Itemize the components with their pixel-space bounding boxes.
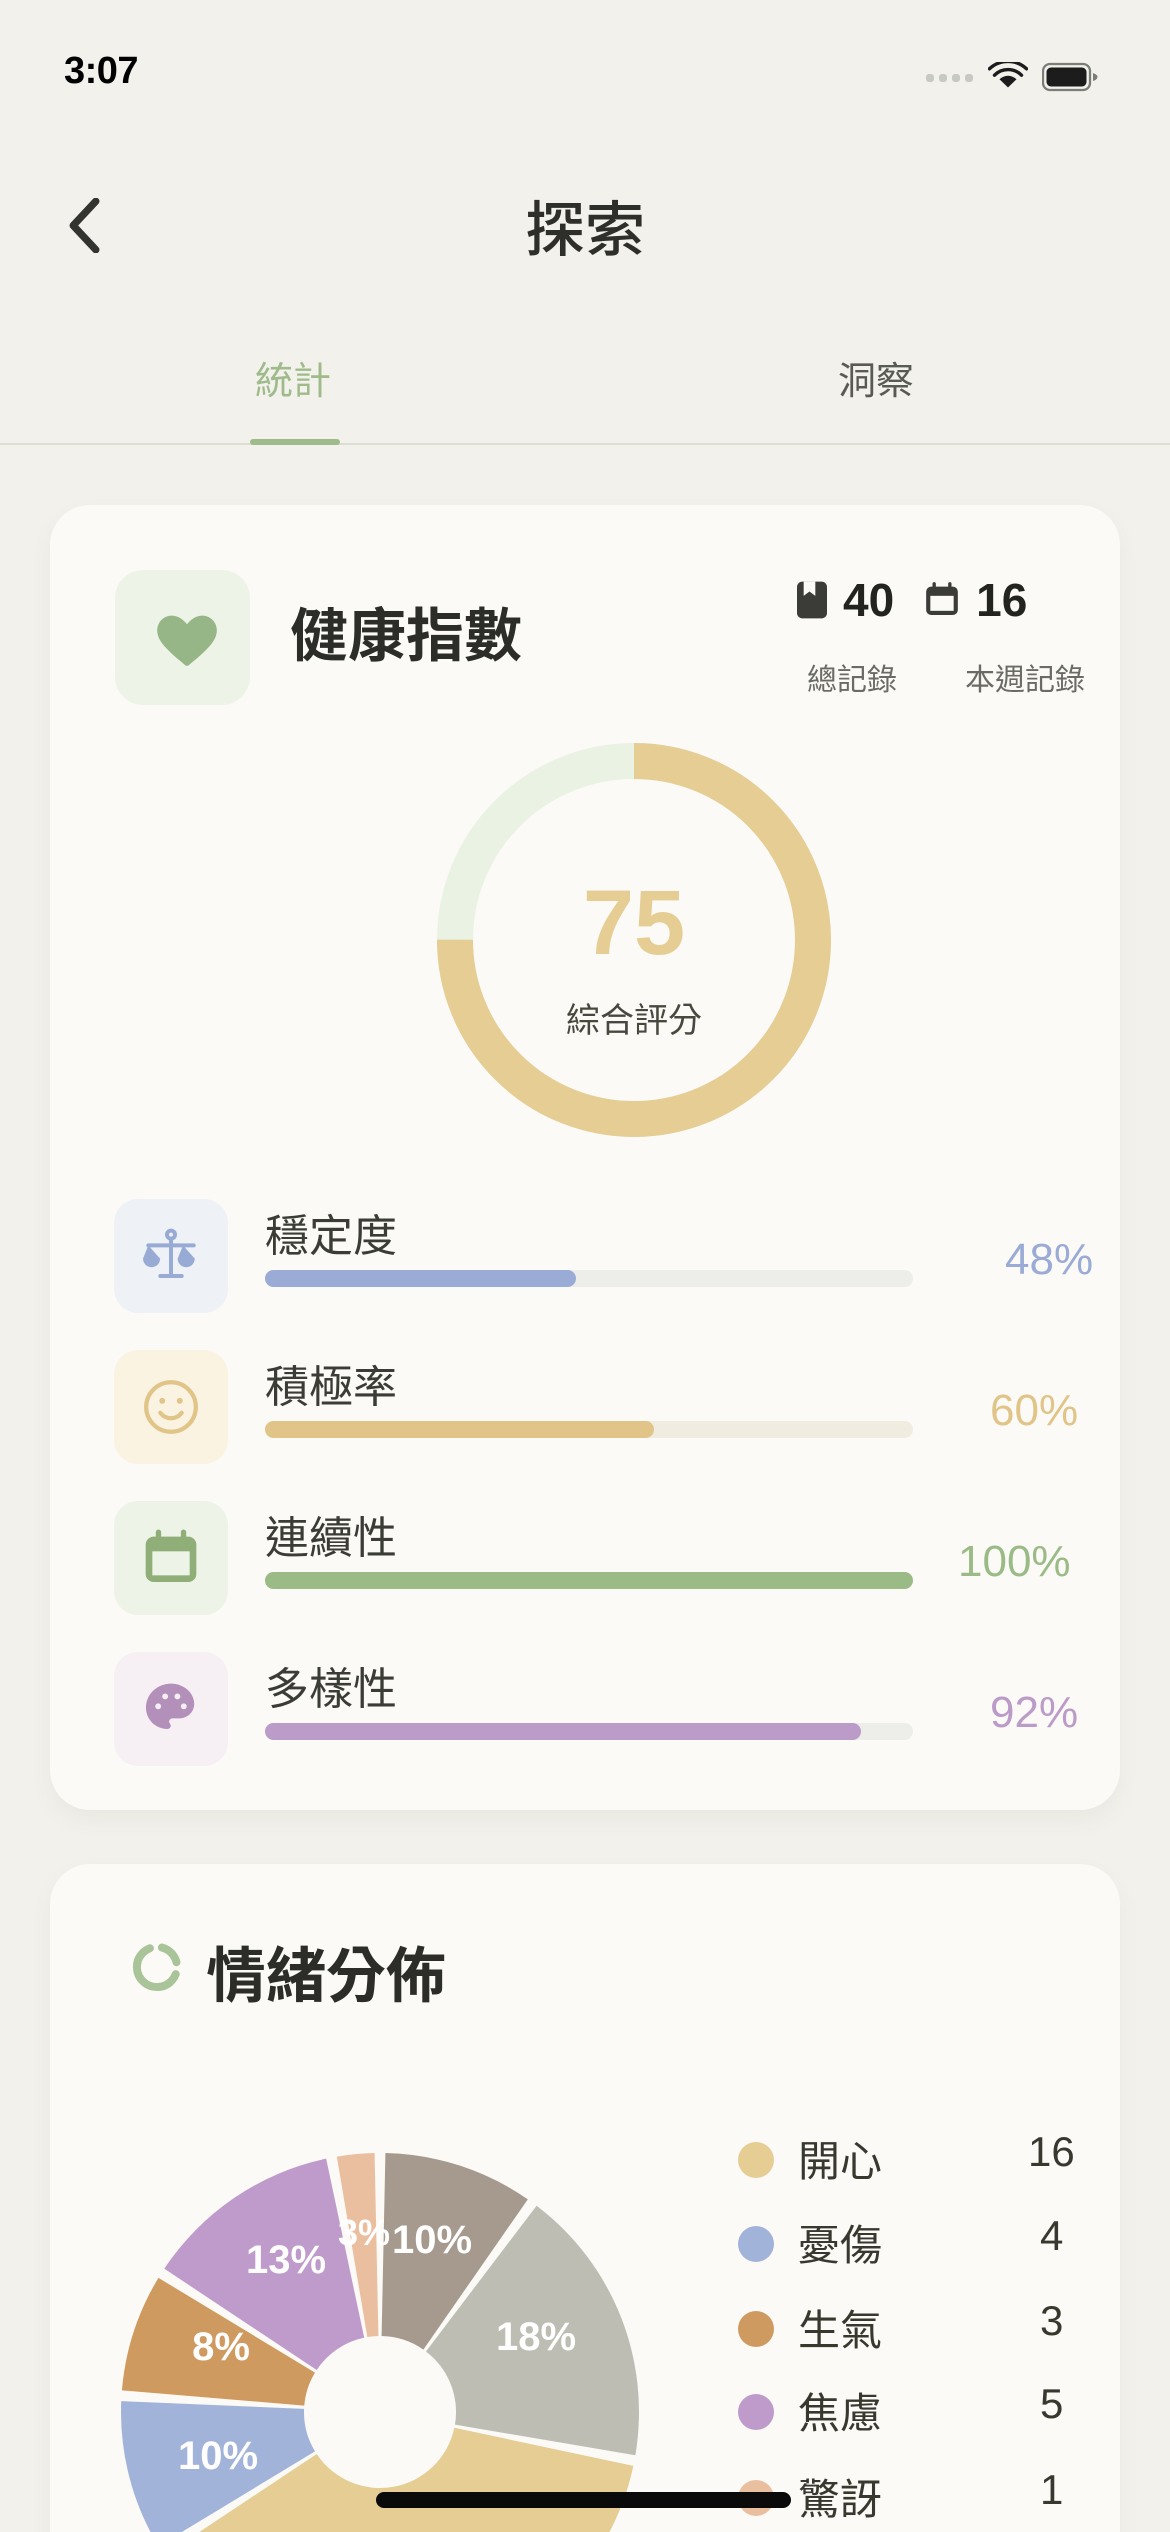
svg-text:18%: 18% bbox=[496, 2315, 576, 2359]
svg-text:8%: 8% bbox=[192, 2325, 250, 2369]
svg-text:3%: 3% bbox=[338, 2212, 390, 2253]
svg-text:10%: 10% bbox=[178, 2434, 258, 2478]
svg-text:10%: 10% bbox=[392, 2218, 472, 2262]
svg-text:13%: 13% bbox=[246, 2238, 326, 2282]
